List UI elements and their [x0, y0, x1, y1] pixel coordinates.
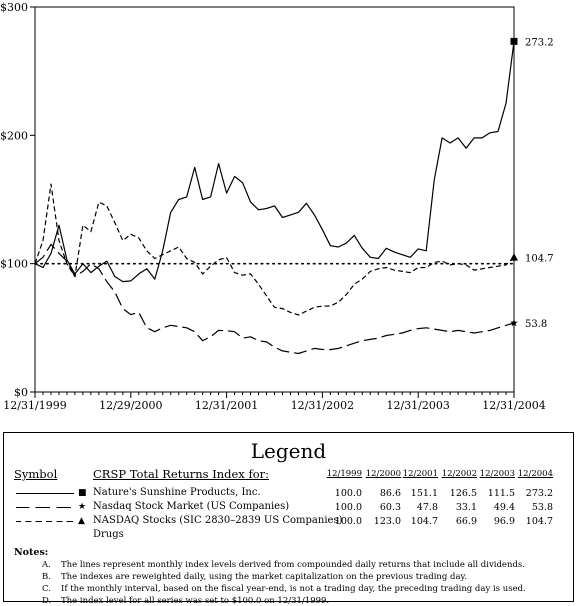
- table-cell: 100.0: [334, 502, 362, 513]
- short-dash-line-symbol: [16, 521, 74, 522]
- year-header: 12/2000: [365, 469, 401, 479]
- solid-line-symbol: [16, 493, 74, 494]
- series-name: Nasdaq Stock Market (US Companies): [93, 501, 290, 512]
- y-tick-label: $300: [0, 1, 28, 14]
- table-cell: 66.9: [455, 516, 477, 527]
- x-tick-label: 12/31/2002: [291, 399, 354, 412]
- table-cell: 33.1: [455, 502, 477, 513]
- note-text: The indexes are reweighted daily, using …: [61, 572, 467, 582]
- table-cell: 86.6: [379, 488, 401, 499]
- year-header: 12/2003: [479, 469, 515, 479]
- series-end-label: 53.8: [525, 319, 547, 330]
- triangle-marker-icon: [510, 253, 518, 261]
- year-header: 12/2001: [402, 469, 438, 479]
- table-cell: 49.4: [493, 502, 515, 513]
- year-header: 12/2004: [517, 469, 553, 479]
- x-tick-label: 12/31/2004: [482, 399, 545, 412]
- table-cell: 47.8: [416, 502, 438, 513]
- notes-title: Notes:: [14, 547, 49, 558]
- x-tick-label: 12/29/2000: [99, 399, 162, 412]
- table-cell: 60.3: [379, 502, 401, 513]
- table-cell: 96.9: [493, 516, 515, 527]
- square-marker-icon: ■: [78, 488, 87, 498]
- year-header: 12/2002: [441, 469, 477, 479]
- x-tick-label: 12/31/2003: [386, 399, 449, 412]
- series-end-label: 104.7: [525, 254, 554, 265]
- table-cell: 273.2: [525, 488, 553, 499]
- series-name: Nature's Sunshine Products, Inc.: [93, 487, 261, 498]
- star-marker-icon: [510, 319, 518, 327]
- table-cell: 151.1: [410, 488, 438, 499]
- x-tick-label: 12/31/1999: [3, 399, 66, 412]
- note-letter: B.: [42, 572, 51, 582]
- plot-frame: [34, 6, 515, 393]
- chart-labels: $0 $100 $200 $300 12/31/1999 12/29/2000 12/31/…: [0, 1, 554, 412]
- table-cell: 100.0: [334, 488, 362, 499]
- triangle-marker-icon: ▲: [78, 516, 85, 526]
- series-end-label: 273.2: [525, 37, 554, 48]
- line-chart: $0 $100 $200 $300 12/31/1999 12/29/2000 12/31/…: [0, 1, 554, 412]
- series-line-natures-sunshine: [34, 41, 515, 283]
- square-marker-icon: [510, 37, 518, 45]
- series-name-line2: Drugs: [93, 529, 124, 540]
- series-name: NASDAQ Stocks (SIC 2830–2839 US Companie…: [93, 515, 343, 526]
- table-cell: 104.7: [525, 516, 553, 527]
- y-tick-label: $0: [14, 386, 28, 399]
- table-cell: 126.5: [449, 488, 477, 499]
- chart-axes: [30, 6, 515, 398]
- legend-box: Legend Symbol CRSP Total Returns Index f…: [3, 432, 574, 606]
- note-text: If the monthly interval, based on the fi…: [61, 584, 526, 594]
- y-tick-label: $200: [0, 129, 28, 142]
- star-marker-icon: ★: [78, 502, 87, 512]
- index-header: CRSP Total Returns Index for:: [93, 467, 270, 481]
- note-letter: C.: [42, 584, 51, 594]
- note-text: The lines represent monthly index levels…: [61, 560, 525, 570]
- x-tick-label: 12/31/2001: [195, 399, 258, 412]
- long-dash-line-symbol: [16, 507, 74, 508]
- legend-title: Legend: [250, 439, 327, 463]
- series-line-nasdaq-drugs: [34, 183, 515, 316]
- note-text: The index level for all series was set t…: [61, 596, 330, 606]
- note-letter: A.: [42, 560, 51, 570]
- table-cell: 100.0: [334, 516, 362, 527]
- chart-series: [34, 37, 518, 355]
- note-letter: D.: [42, 596, 52, 606]
- table-cell: 104.7: [410, 516, 438, 527]
- table-cell: 53.8: [531, 502, 553, 513]
- table-cell: 111.5: [487, 488, 515, 499]
- table-cell: 123.0: [373, 516, 401, 527]
- y-tick-label: $100: [0, 258, 28, 271]
- year-header: 12/1999: [326, 469, 362, 479]
- symbol-header: Symbol: [14, 467, 58, 481]
